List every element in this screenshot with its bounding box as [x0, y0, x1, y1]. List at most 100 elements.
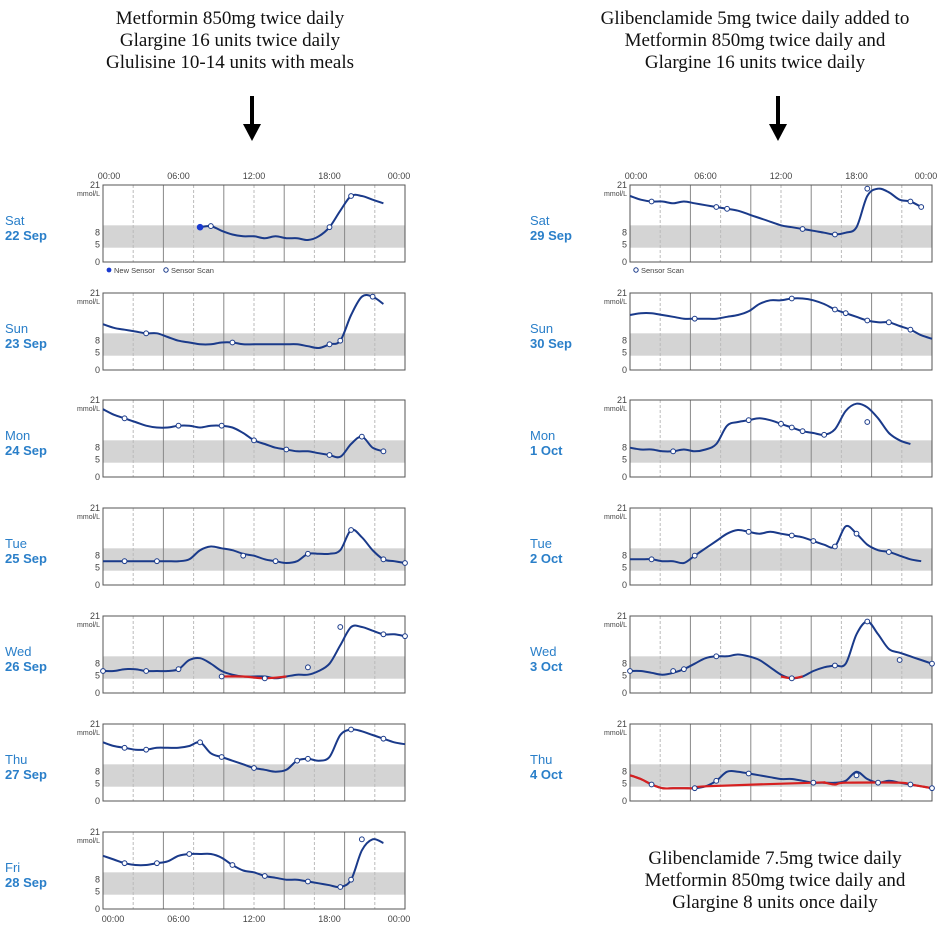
glucose-curve: [629, 187, 922, 236]
day-date: 3 Oct: [530, 659, 563, 674]
sensor-scan-point: [788, 295, 795, 302]
sensor-scan-point: [186, 851, 193, 857]
y-tick-label: 0: [622, 472, 627, 482]
sensor-scan-point: [305, 550, 311, 557]
sensor-scan-point: [305, 755, 311, 762]
sensor-scan-point: [627, 668, 633, 674]
plot-frame: [102, 399, 406, 478]
day-of-week: Tue: [5, 536, 27, 551]
sensor-scan-point: [100, 668, 106, 674]
day-date: 29 Sep: [530, 228, 572, 243]
x-tick-label: 00:00: [915, 171, 938, 181]
y-tick-label: 21: [90, 611, 100, 621]
sensor-scan-point: [154, 860, 160, 867]
sensor-scan-point: [143, 668, 150, 674]
sensor-scan-point: [305, 878, 311, 885]
sensor-scan-point: [670, 448, 677, 455]
low-glucose-segment: [221, 675, 287, 680]
x-tick-label: 18:00: [318, 171, 341, 181]
sensor-scan-point: [348, 193, 354, 199]
y-tick-label: 5: [622, 779, 627, 789]
y-tick-label: 5: [95, 348, 100, 358]
sensor-scan-point: [713, 204, 720, 210]
y-tick-label: 0: [622, 580, 627, 590]
sensor-scan-point: [648, 198, 655, 205]
plot-frame: [102, 184, 406, 263]
x-tick-label: 12:00: [770, 171, 793, 181]
glucose-curve: [102, 293, 384, 350]
day-of-week: Tue: [530, 536, 552, 551]
y-unit-label: mmol/L: [604, 514, 627, 521]
day-date: 4 Oct: [530, 767, 563, 782]
y-tick-label: 21: [617, 288, 627, 298]
sensor-scan-point: [326, 224, 333, 231]
sensor-scan-point: [864, 317, 871, 324]
sensor-scan-point: [380, 448, 387, 455]
y-tick-label: 5: [95, 240, 100, 250]
day-date: 2 Oct: [530, 551, 563, 566]
y-tick-label: 0: [95, 580, 100, 590]
sensor-scan-point: [154, 558, 160, 565]
new-sensor-point: [196, 223, 204, 231]
sensor-scan-point: [648, 781, 655, 788]
sensor-scan-point: [896, 657, 903, 663]
x-tick-label: 18:00: [845, 171, 868, 181]
y-tick-label: 5: [95, 779, 100, 789]
y-tick-label: 5: [622, 240, 627, 250]
sensor-scan-point: [251, 437, 257, 444]
note-line: Glibenclamide 7.5mg twice daily: [648, 848, 902, 869]
sensor-scan-point: [143, 330, 150, 337]
glucose-curve: [629, 297, 933, 340]
sensor-scan-point: [272, 558, 279, 565]
sensor-scan-point: [283, 446, 290, 453]
y-tick-label: 0: [622, 796, 627, 806]
day-date: 27 Sep: [5, 767, 47, 782]
y-tick-label: 5: [622, 348, 627, 358]
note-line: Glargine 8 units once daily: [672, 892, 878, 913]
glucose-curve: [102, 408, 384, 459]
x-tick-label: 00:00: [98, 171, 121, 181]
sensor-scan-point: [326, 341, 333, 348]
sensor-scan-point: [121, 415, 128, 422]
x-tick-label: 06:00: [167, 171, 190, 181]
sensor-scan-point: [670, 668, 677, 674]
sensor-scan-point: [713, 653, 720, 660]
y-tick-label: 21: [90, 395, 100, 405]
y-unit-label: mmol/L: [77, 191, 100, 198]
day-label: Sun 23 Sep: [5, 321, 47, 351]
sensor-scan-legend-marker: [163, 267, 169, 273]
sensor-scan-point: [832, 662, 838, 669]
sensor-scan-point: [745, 528, 752, 535]
y-tick-label: 5: [622, 671, 627, 681]
y-tick-label: 8: [622, 659, 627, 669]
sensor-scan-point: [261, 675, 268, 682]
glucose-curve: [102, 528, 406, 565]
sensor-scan-point: [121, 860, 128, 867]
plot-frame: [629, 292, 933, 371]
sensor-scan-point: [853, 530, 860, 537]
day-of-week: Sat: [5, 213, 25, 228]
sensor-scan-point: [380, 556, 387, 563]
y-tick-label: 0: [622, 688, 627, 698]
sensor-scan-point: [348, 726, 354, 733]
sensor-scan-point: [918, 204, 925, 210]
day-label: Sat 22 Sep: [5, 213, 47, 243]
sensor-scan-point: [348, 527, 354, 533]
plot-frame: [629, 615, 933, 694]
y-tick-label: 21: [90, 288, 100, 298]
plot-frame: [102, 507, 406, 586]
glucose-curve: [629, 402, 911, 453]
sensor-scan-legend-label: Sensor Scan: [641, 266, 684, 275]
day-label: Mon 1 Oct: [530, 428, 563, 458]
sensor-scan-point: [810, 779, 817, 786]
y-unit-label: mmol/L: [77, 514, 100, 521]
sensor-scan-point: [326, 452, 333, 458]
day-of-week: Sun: [5, 321, 29, 336]
day-date: 30 Sep: [530, 336, 572, 351]
y-tick-label: 5: [95, 563, 100, 573]
low-glucose-segment: [629, 774, 933, 790]
day-date: 23 Sep: [5, 336, 47, 351]
sensor-scan-point: [218, 754, 225, 760]
sensor-scan-point: [380, 631, 387, 638]
